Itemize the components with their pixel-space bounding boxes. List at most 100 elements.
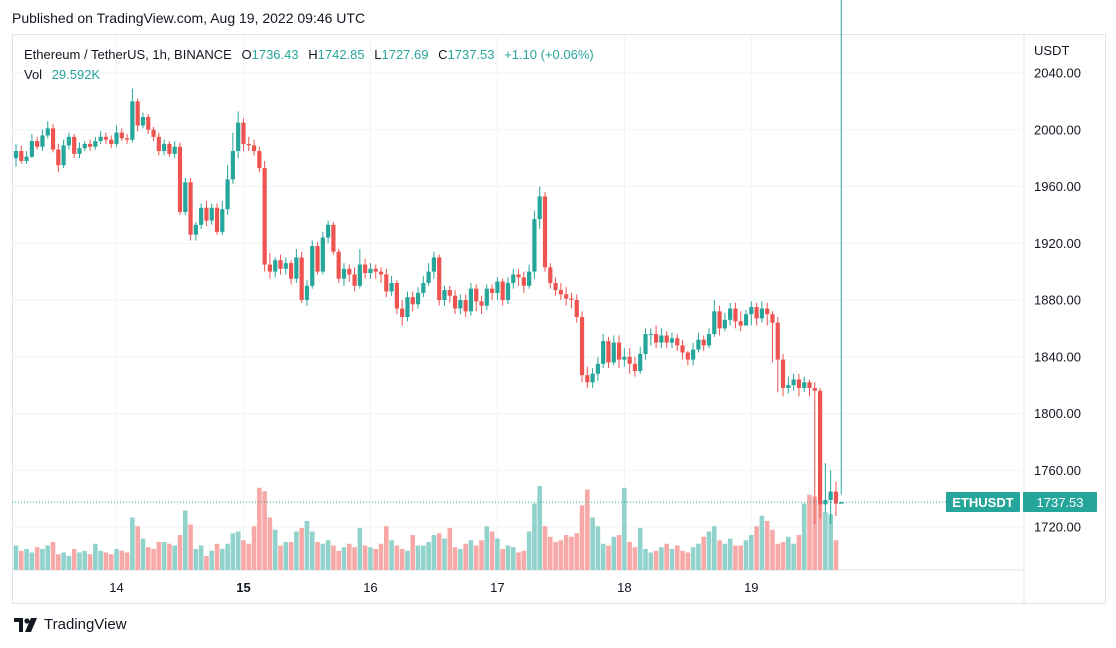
price-tick-label: 1720.00 [1034,520,1081,535]
candle-body [691,349,696,360]
legend-high-value: 1742.85 [318,47,365,62]
candle [225,165,230,215]
candle [267,253,273,279]
volume-bar [458,549,463,570]
candle-body [606,341,611,363]
candle-body [251,145,257,152]
volume-bar [775,543,781,570]
candle-body [357,264,362,286]
candle [93,136,98,150]
price-axis[interactable]: 2040.00 2000.00 1960.00 1920.00 1880.00 1840.… [1023,34,1081,604]
candle [616,335,622,369]
candle-body [130,101,135,140]
candle [130,88,135,143]
candle [701,335,706,352]
candle [352,267,357,292]
candle-body [326,224,331,238]
candle [241,118,246,152]
candle-body [373,268,378,272]
candle [463,294,468,318]
candle [273,257,278,278]
candle [590,368,595,388]
candle-body [45,128,50,136]
candle [452,290,458,315]
volume-bar [722,543,728,570]
candle-body [336,251,341,279]
volume-bar [214,543,220,570]
candle-body [479,301,484,306]
volume-bar [352,547,357,570]
candle-body [24,156,29,161]
candle [357,248,362,289]
candle [193,221,198,241]
volume-bar [325,540,331,570]
volume-bar [45,545,51,570]
candle-body [405,297,410,318]
candle-body [521,277,526,286]
candle [384,268,389,298]
volume-bar [331,545,336,570]
volume-bar [167,543,172,570]
volume-bar [706,531,712,570]
legend-high-label: H [308,47,317,62]
candle [35,136,40,150]
candle [415,287,421,309]
volume-bar [156,542,162,570]
volume-bar [193,549,199,570]
volume-bar [489,531,495,570]
volume-bar [13,545,19,570]
candle-body [564,294,569,299]
candle [378,267,384,283]
volume-bar [643,549,648,570]
candle-body [796,379,802,388]
candle [373,264,378,279]
time-axis[interactable]: 14 15 16 17 18 19 [109,580,758,595]
candle [648,328,653,346]
candle [188,177,193,241]
candle [812,382,817,525]
volume-bar [161,542,167,570]
candle [400,300,405,326]
candle [45,121,50,139]
volume-bar [278,545,283,570]
volume-bar [479,540,484,570]
candle [564,287,569,306]
candle-body [659,335,664,343]
candle-body [140,116,146,126]
candle-body [717,311,722,329]
candle [500,278,505,306]
volume-bar [135,526,140,570]
candle-body [527,271,532,286]
volume-bar [124,552,130,570]
candle-body [558,290,563,295]
legend-close-label: C [438,47,447,62]
candle-body [204,207,209,221]
candle-body [749,307,754,315]
volume-bar [225,543,230,570]
volume-bar [436,533,442,570]
candle [326,220,331,244]
price-tick-label: 1880.00 [1034,293,1081,308]
candle-body [701,339,706,346]
candle-body [675,338,680,346]
candle [532,210,537,279]
volume-bar [532,503,537,570]
price-tick-label: 2040.00 [1034,66,1081,81]
legend-volume-label: Vol [24,67,42,82]
candle-body [738,321,743,326]
volume-bar [637,528,643,570]
volume-bar [542,526,548,570]
candle-body [490,288,495,293]
volume-bar [71,549,77,570]
candle-body [278,260,283,269]
legend-open-value: 1736.43 [252,47,299,62]
tradingview-brand[interactable]: TradingView [14,616,127,633]
candle-body [495,281,500,293]
volume-bar [812,496,818,570]
candle-body [759,308,764,319]
candle-body [706,334,712,346]
volume-bar [272,529,278,570]
candle [791,373,796,391]
candle [119,128,124,142]
price-chart[interactable]: 2040.00 2000.00 1960.00 1920.00 1880.00 1840.… [0,0,1116,604]
